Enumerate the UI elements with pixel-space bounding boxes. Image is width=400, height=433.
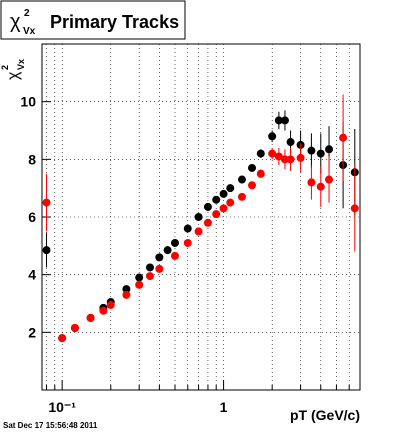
point: [274, 152, 283, 161]
point: [122, 285, 131, 294]
y-tick-label: 6: [28, 209, 36, 225]
point: [163, 246, 172, 255]
point: [268, 132, 277, 141]
y-label-symbol: χ: [5, 71, 22, 80]
point: [135, 280, 144, 289]
title-box: [0, 0, 186, 40]
point: [135, 273, 144, 282]
point: [155, 253, 164, 262]
point: [350, 204, 359, 213]
y-tick-label: 2: [28, 324, 36, 340]
point: [106, 300, 115, 309]
point: [256, 149, 265, 158]
title-sub: Vx: [23, 26, 36, 37]
point: [183, 224, 192, 233]
point: [170, 251, 179, 260]
point: [42, 198, 51, 207]
y-tick-label: 8: [28, 151, 36, 167]
point: [226, 184, 235, 193]
point: [280, 116, 289, 125]
point: [256, 169, 265, 178]
point: [194, 213, 203, 221]
point: [170, 238, 179, 247]
point: [122, 290, 131, 299]
point: [268, 149, 277, 158]
point: [280, 155, 289, 164]
point: [155, 264, 164, 273]
footer: Sat Dec 17 15:56:48 2011: [3, 421, 98, 430]
point: [145, 263, 154, 272]
point: [316, 182, 325, 191]
point: [237, 192, 246, 201]
chart-title: Primary Tracks: [50, 12, 179, 32]
point: [212, 210, 221, 219]
point: [237, 175, 246, 184]
point: [248, 181, 257, 190]
point: [307, 178, 316, 187]
point: [203, 218, 212, 227]
point: [70, 324, 79, 333]
x-tick-label: 1: [220, 399, 228, 415]
title-sup: 2: [24, 8, 30, 19]
point: [274, 116, 283, 125]
point: [58, 334, 67, 343]
point: [226, 198, 235, 207]
point: [307, 146, 316, 155]
point: [219, 189, 228, 198]
y-tick-label: 4: [28, 267, 36, 283]
point: [86, 313, 95, 322]
point: [325, 175, 334, 184]
y-label-sup: 2: [0, 65, 10, 70]
point: [248, 163, 257, 172]
y-label-sub: Vx: [16, 59, 26, 70]
point: [219, 204, 228, 213]
point: [339, 133, 348, 142]
point: [99, 306, 108, 315]
title-symbol: χ: [10, 11, 21, 33]
x-tick-label: 10⁻¹: [48, 399, 76, 415]
point: [183, 238, 192, 247]
point: [316, 149, 325, 158]
point: [296, 153, 305, 162]
point: [194, 227, 203, 236]
point: [42, 246, 51, 255]
point: [145, 272, 154, 281]
y-tick-label: 10: [20, 94, 36, 110]
point: [203, 202, 212, 211]
point: [212, 195, 221, 204]
point: [286, 138, 295, 147]
point: [286, 155, 295, 164]
point: [325, 145, 334, 154]
x-label: pT (GeV/c): [290, 407, 360, 423]
